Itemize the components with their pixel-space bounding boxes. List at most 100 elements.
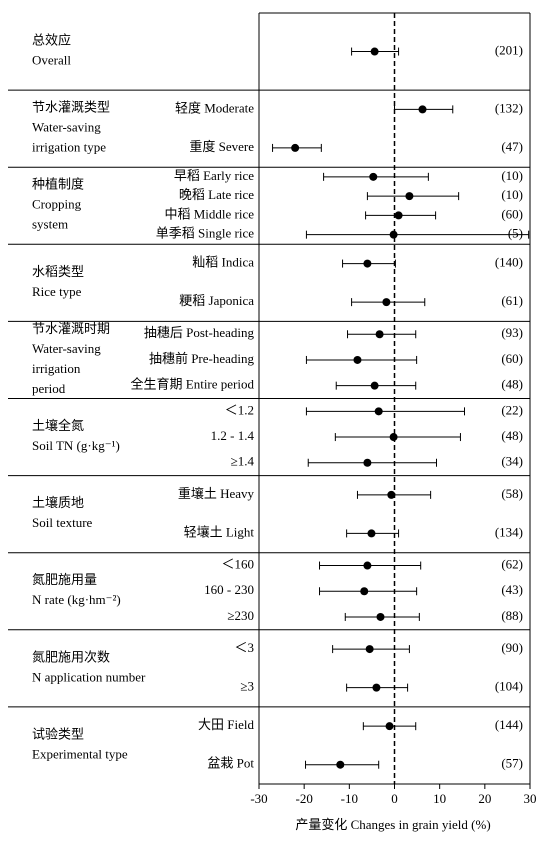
row-label: ≥1.4: [231, 454, 255, 469]
x-tick-label: -10: [341, 791, 358, 806]
row-label: 早稻 Early rice: [174, 168, 254, 183]
mean-point: [385, 722, 394, 731]
row-label: 全生育期 Entire period: [131, 377, 255, 392]
group-title: 土壤全氮: [32, 418, 84, 433]
row-label: 晚稻 Late rice: [179, 187, 254, 202]
row-label: 抽穗前 Pre-heading: [149, 351, 255, 366]
sample-size: (93): [501, 325, 523, 340]
sample-size: (58): [501, 486, 523, 501]
x-tick-label: 0: [391, 791, 398, 806]
row-label: 轻度 Moderate: [175, 100, 254, 115]
sample-size: (61): [501, 293, 523, 308]
sample-size: (134): [495, 524, 523, 539]
sample-size: (10): [501, 187, 523, 202]
sample-size: (62): [501, 557, 523, 572]
row-label: 轻壤土 Light: [184, 524, 255, 539]
group-title: period: [32, 381, 66, 396]
mean-point: [360, 587, 369, 596]
sample-size: (104): [495, 679, 523, 694]
row-label: ≥3: [240, 679, 254, 694]
row-label: ＜160: [221, 557, 254, 572]
row-label: ＜1.2: [225, 402, 254, 417]
mean-point: [382, 298, 391, 307]
group-title: Soil texture: [32, 515, 93, 530]
mean-point: [363, 259, 372, 268]
sample-size: (60): [501, 206, 523, 221]
row-label: ＜3: [234, 640, 254, 655]
mean-point: [387, 490, 396, 499]
sample-size: (201): [495, 43, 523, 58]
mean-point: [336, 760, 345, 769]
mean-point: [363, 458, 372, 467]
mean-point: [375, 330, 384, 339]
mean-point: [365, 645, 374, 654]
row-label: 籼稻 Indica: [192, 255, 254, 270]
group-title: Water-saving: [32, 341, 101, 356]
mean-point: [370, 47, 379, 56]
row-label: 粳稻 Japonica: [179, 293, 254, 308]
x-tick-label: -20: [295, 791, 312, 806]
mean-point: [370, 381, 379, 390]
mean-point: [363, 561, 372, 570]
group-title: 试验类型: [32, 726, 84, 741]
sample-size: (57): [501, 756, 523, 771]
group-title: irrigation: [32, 361, 81, 376]
group-title: system: [32, 217, 68, 232]
sample-size: (60): [501, 351, 523, 366]
row-label: 中稻 Middle rice: [164, 206, 254, 221]
row-label: 盆栽 Pot: [207, 756, 254, 771]
mean-point: [372, 683, 381, 692]
group-title: Cropping: [32, 197, 82, 212]
row-label: ≥230: [227, 608, 254, 623]
mean-point: [389, 230, 398, 239]
group-title: Overall: [32, 53, 71, 68]
sample-size: (48): [501, 377, 523, 392]
x-axis-label: 产量变化 Changes in grain yield (%): [295, 817, 490, 832]
sample-size: (140): [495, 255, 523, 270]
row-label: 抽穗后 Post-heading: [144, 325, 255, 340]
row-label: 重度 Severe: [189, 139, 254, 154]
x-tick-label: 10: [433, 791, 446, 806]
mean-point: [389, 433, 398, 442]
group-title: Water-saving: [32, 120, 101, 135]
sample-size: (34): [501, 454, 523, 469]
mean-point: [418, 105, 427, 114]
group-title: irrigation type: [32, 140, 106, 155]
sample-size: (132): [495, 100, 523, 115]
group-title: 氮肥施用次数: [32, 649, 110, 664]
group-title: Rice type: [32, 284, 82, 299]
x-tick-label: 30: [524, 791, 537, 806]
mean-point: [405, 192, 414, 201]
sample-size: (88): [501, 608, 523, 623]
group-title: Experimental type: [32, 746, 128, 761]
sample-size: (48): [501, 428, 523, 443]
mean-point: [291, 143, 300, 152]
row-label: 1.2 - 1.4: [211, 428, 255, 443]
row-label: 重壤土 Heavy: [178, 486, 255, 501]
x-tick-label: -30: [250, 791, 267, 806]
group-title: 水稻类型: [32, 264, 84, 279]
row-label: 单季稻 Single rice: [156, 226, 254, 241]
sample-size: (22): [501, 402, 523, 417]
mean-point: [367, 529, 376, 538]
mean-point: [374, 407, 383, 416]
group-title: N rate (kg·hm⁻²): [32, 592, 121, 607]
sample-size: (43): [501, 582, 523, 597]
group-title: Soil TN (g·kg⁻¹): [32, 438, 120, 453]
group-title: 土壤质地: [32, 495, 84, 510]
row-label: 160 - 230: [204, 582, 254, 597]
row-label: 大田 Field: [198, 717, 254, 732]
group-title: 总效应: [32, 33, 71, 48]
sample-size: (144): [495, 717, 523, 732]
group-title: 种植制度: [32, 177, 84, 192]
mean-point: [353, 355, 362, 364]
sample-size: (90): [501, 640, 523, 655]
group-title: 节水灌溉类型: [32, 100, 110, 115]
sample-size: (5): [508, 226, 523, 241]
sample-size: (47): [501, 139, 523, 154]
sample-size: (10): [501, 168, 523, 183]
mean-point: [369, 172, 378, 181]
mean-point: [376, 612, 385, 621]
